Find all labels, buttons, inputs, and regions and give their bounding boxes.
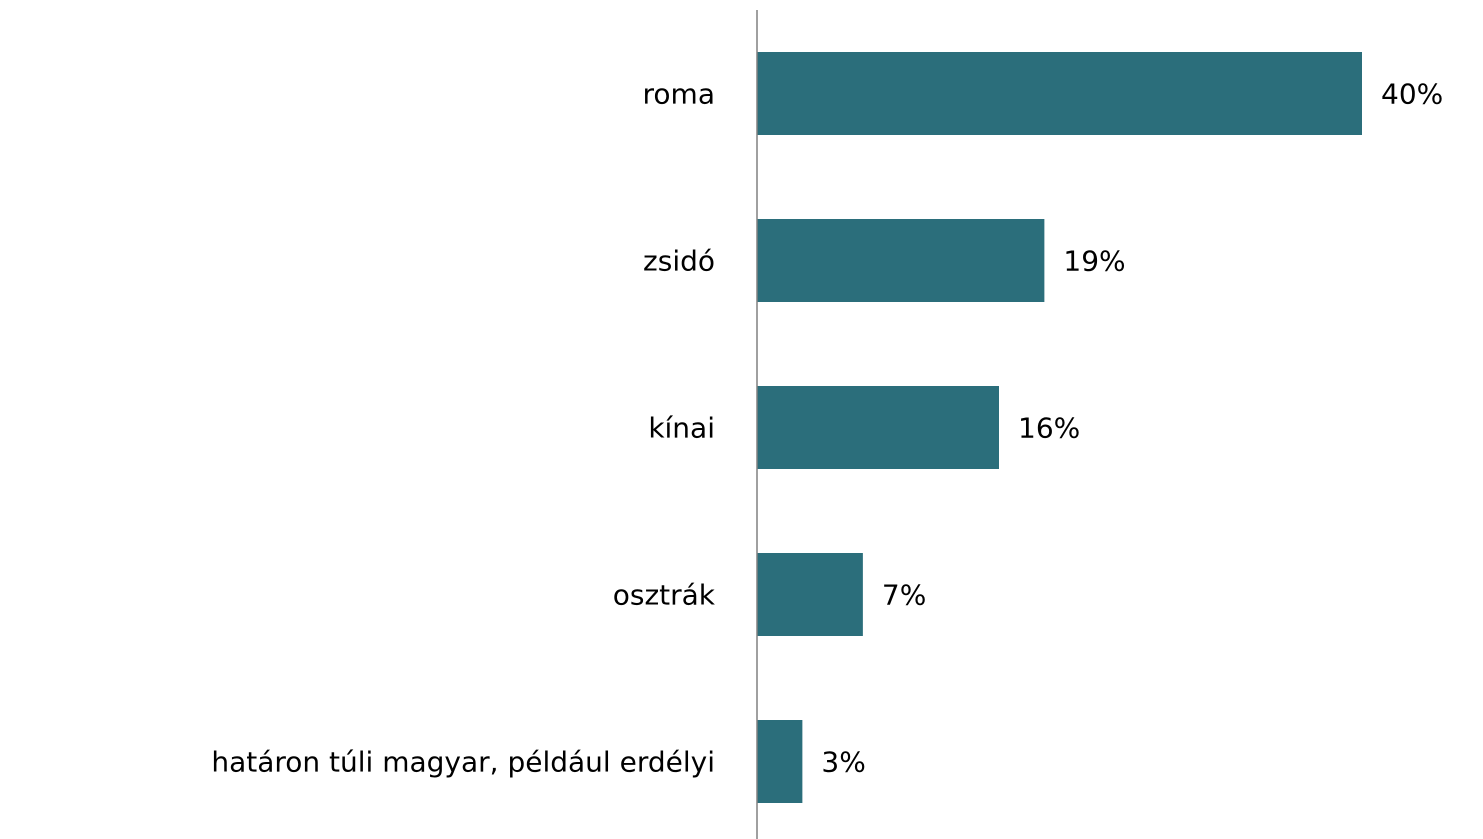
bar — [757, 553, 863, 636]
value-label: 40% — [1381, 78, 1443, 111]
bar — [757, 720, 803, 803]
y-tick-label: kínai — [648, 412, 715, 445]
bar — [757, 386, 999, 469]
value-label: 16% — [1018, 412, 1080, 445]
value-label: 7% — [882, 579, 926, 612]
y-tick-label: osztrák — [613, 579, 716, 612]
y-tick-label: zsidó — [643, 245, 715, 278]
value-label: 19% — [1063, 245, 1125, 278]
bar — [757, 52, 1362, 135]
y-tick-label: roma — [643, 78, 715, 111]
y-tick-label: határon túli magyar, például erdélyi — [211, 746, 715, 779]
bar — [757, 219, 1045, 302]
value-label: 3% — [821, 746, 865, 779]
